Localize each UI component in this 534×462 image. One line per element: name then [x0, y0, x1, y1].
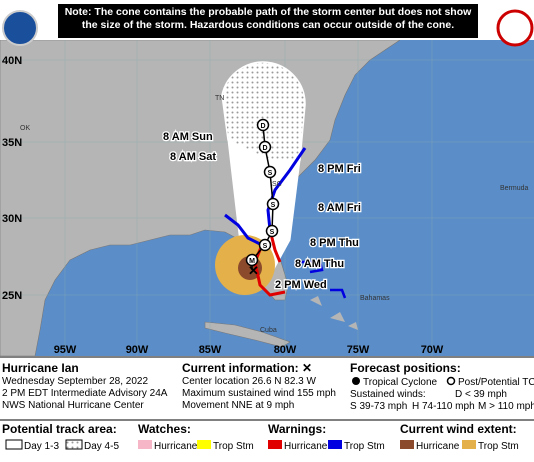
- note: Note: The cone contains the probable pat…: [64, 6, 472, 31]
- forecast-point: [263, 165, 277, 179]
- warnings-title: Warnings:: [268, 422, 326, 436]
- current-title: Current information: ✕: [182, 361, 312, 375]
- lat-label: 40N: [2, 55, 22, 67]
- track-title: Potential track area:: [2, 422, 117, 436]
- hurricane-watch-swatch: [138, 440, 152, 449]
- place-label: Bermuda: [500, 185, 529, 192]
- cuba-land: [204, 321, 291, 348]
- forecast-title: Forecast positions:: [350, 361, 461, 375]
- place-label: TN: [215, 95, 224, 102]
- point-time: 2 PM Wed: [275, 279, 327, 291]
- place-label: Bahamas: [360, 295, 390, 302]
- h-winds: H 74-110 mph: [412, 401, 475, 412]
- hurricane-wind-swatch: [400, 440, 414, 449]
- point-symbol: M: [249, 258, 255, 265]
- point-time: 8 AM Sat: [170, 151, 216, 163]
- ts-warning: [266, 147, 307, 231]
- nws-logo: [496, 9, 534, 47]
- point-symbol: S: [270, 229, 275, 236]
- day13-swatch: [5, 439, 23, 450]
- ts-warning: [330, 288, 347, 299]
- point-time: 8 AM Fri: [318, 202, 361, 214]
- info: Hurricane Ian Wednesday September 28, 20…: [2, 361, 534, 412]
- watches-title: Watches:: [138, 422, 191, 436]
- place-label: OK: [20, 125, 30, 132]
- point-time: 8 PM Thu: [310, 237, 359, 249]
- point-time: 8 AM Sun: [163, 131, 213, 143]
- point-time: 8 AM Thu: [295, 258, 344, 270]
- lon-label: 70W: [421, 344, 444, 356]
- max-wind: Maximum sustained wind 155 mph: [182, 388, 336, 399]
- location: Center location 26.6 N 82.3 W: [182, 376, 317, 387]
- info-area: [0, 356, 534, 462]
- m-winds: M > 110 mph: [478, 401, 534, 412]
- forecast-point: [258, 238, 272, 252]
- day45-swatch: [65, 439, 83, 450]
- forecast-point: [245, 253, 259, 267]
- forecast-point: [256, 118, 270, 132]
- point-time: 8 PM Fri: [318, 163, 361, 175]
- tc: Tropical Cyclone: [363, 377, 438, 388]
- note-wrap: Note: The cone contains the probable pat…: [64, 6, 472, 31]
- advisory: 2 PM EDT Intermediate Advisory 24A: [2, 388, 168, 399]
- ts-warning: [224, 213, 263, 247]
- forecast-point: [258, 140, 272, 154]
- date: Wednesday September 28, 2022: [2, 376, 148, 387]
- lat-label: 30N: [2, 213, 22, 225]
- ts-wind-swatch: [462, 440, 476, 449]
- lon-label: 80W: [274, 344, 297, 356]
- d-winds: D < 39 mph: [455, 389, 507, 400]
- legend: Potential track area: Day 1-3 Day 4-5 Wa…: [2, 422, 519, 452]
- place-label: Cuba: [260, 327, 277, 334]
- movement: Movement NNE at 9 mph: [182, 400, 294, 411]
- ts-warning-swatch: [328, 440, 342, 449]
- forecast-point: [266, 197, 280, 211]
- day45: Day 4-5: [84, 441, 119, 452]
- post: Post/Potential TC: [458, 377, 534, 388]
- winds-title: Sustained winds:: [350, 389, 426, 400]
- note-box: [58, 4, 478, 38]
- place-label: SC: [272, 181, 282, 188]
- wind-title: Current wind extent:: [400, 422, 517, 436]
- forecast-point: [265, 224, 279, 238]
- point-symbol: S: [268, 170, 273, 177]
- cone-day45: [221, 61, 306, 161]
- center: NWS National Hurricane Center: [2, 400, 144, 411]
- post-symbol: [446, 376, 456, 386]
- hurricane-watch: Hurricane: [154, 441, 198, 452]
- ts-watch: Trop Stm: [213, 441, 254, 452]
- lon-label: 95W: [54, 344, 77, 356]
- forecast-points: D 8 AM Sun D 8 AM Sat S 8 PM Fri S 8 AM Fri S 8 P…: [162, 118, 362, 292]
- coordinates: 40N 35N 30N 25N 95W 90W 85W 80W 75W 70W OK TN SC Berm…: [2, 55, 529, 356]
- day13: Day 1-3: [24, 441, 59, 452]
- storm-name: Hurricane Ian: [2, 361, 79, 375]
- ts-watch-swatch: [197, 440, 211, 449]
- noaa-logo: [2, 10, 38, 46]
- lon-label: 90W: [126, 344, 149, 356]
- point-symbol: S: [271, 202, 276, 209]
- bahamas-land: [310, 296, 358, 330]
- lat-label: 25N: [2, 290, 22, 302]
- ts-warning-label: Trop Stm: [344, 441, 385, 452]
- tc-symbol: [352, 377, 360, 385]
- ts-wind: Trop Stm: [478, 441, 519, 452]
- lat-label: 35N: [2, 137, 22, 149]
- hurricane-wind: Hurricane: [416, 441, 460, 452]
- hurricane-warning-label: Hurricane: [284, 441, 328, 452]
- lon-label: 75W: [347, 344, 370, 356]
- point-symbol: D: [260, 123, 265, 130]
- ts-warning: [300, 260, 324, 274]
- point-symbol: S: [263, 243, 268, 250]
- s-winds: S 39-73 mph: [350, 401, 407, 412]
- current-position: ✕: [248, 263, 259, 278]
- hurricane-warning: [253, 244, 286, 297]
- point-symbol: D: [262, 145, 267, 152]
- hurricane-warning-swatch: [268, 440, 282, 449]
- lon-label: 85W: [199, 344, 222, 356]
